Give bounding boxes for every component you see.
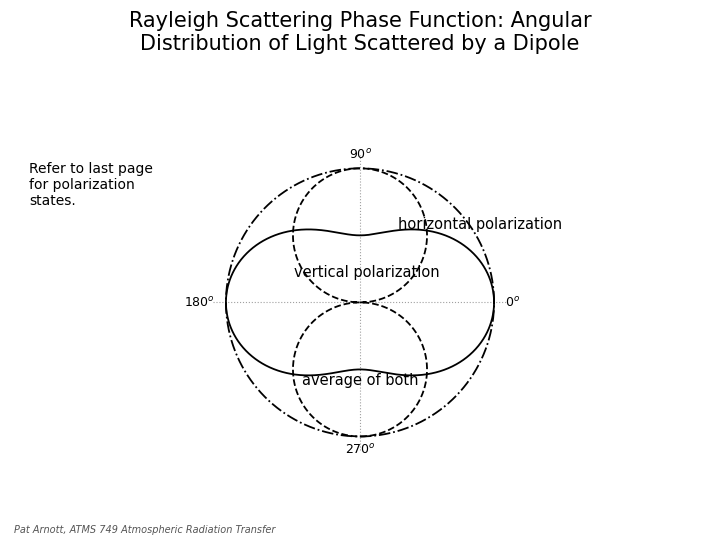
Text: 90$^o$: 90$^o$ xyxy=(348,147,372,161)
Text: 270$^o$: 270$^o$ xyxy=(345,443,375,457)
Text: average of both: average of both xyxy=(302,373,418,388)
Text: horizontal polarization: horizontal polarization xyxy=(397,217,562,232)
Text: Refer to last page
for polarization
states.: Refer to last page for polarization stat… xyxy=(29,162,153,208)
Text: Pat Arnott, ATMS 749 Atmospheric Radiation Transfer: Pat Arnott, ATMS 749 Atmospheric Radiati… xyxy=(14,524,276,535)
Text: vertical polarization: vertical polarization xyxy=(294,265,439,280)
Text: 180$^o$: 180$^o$ xyxy=(184,295,215,309)
Text: Rayleigh Scattering Phase Function: Angular
Distribution of Light Scattered by a: Rayleigh Scattering Phase Function: Angu… xyxy=(129,11,591,54)
Text: 0$^o$: 0$^o$ xyxy=(505,295,520,309)
